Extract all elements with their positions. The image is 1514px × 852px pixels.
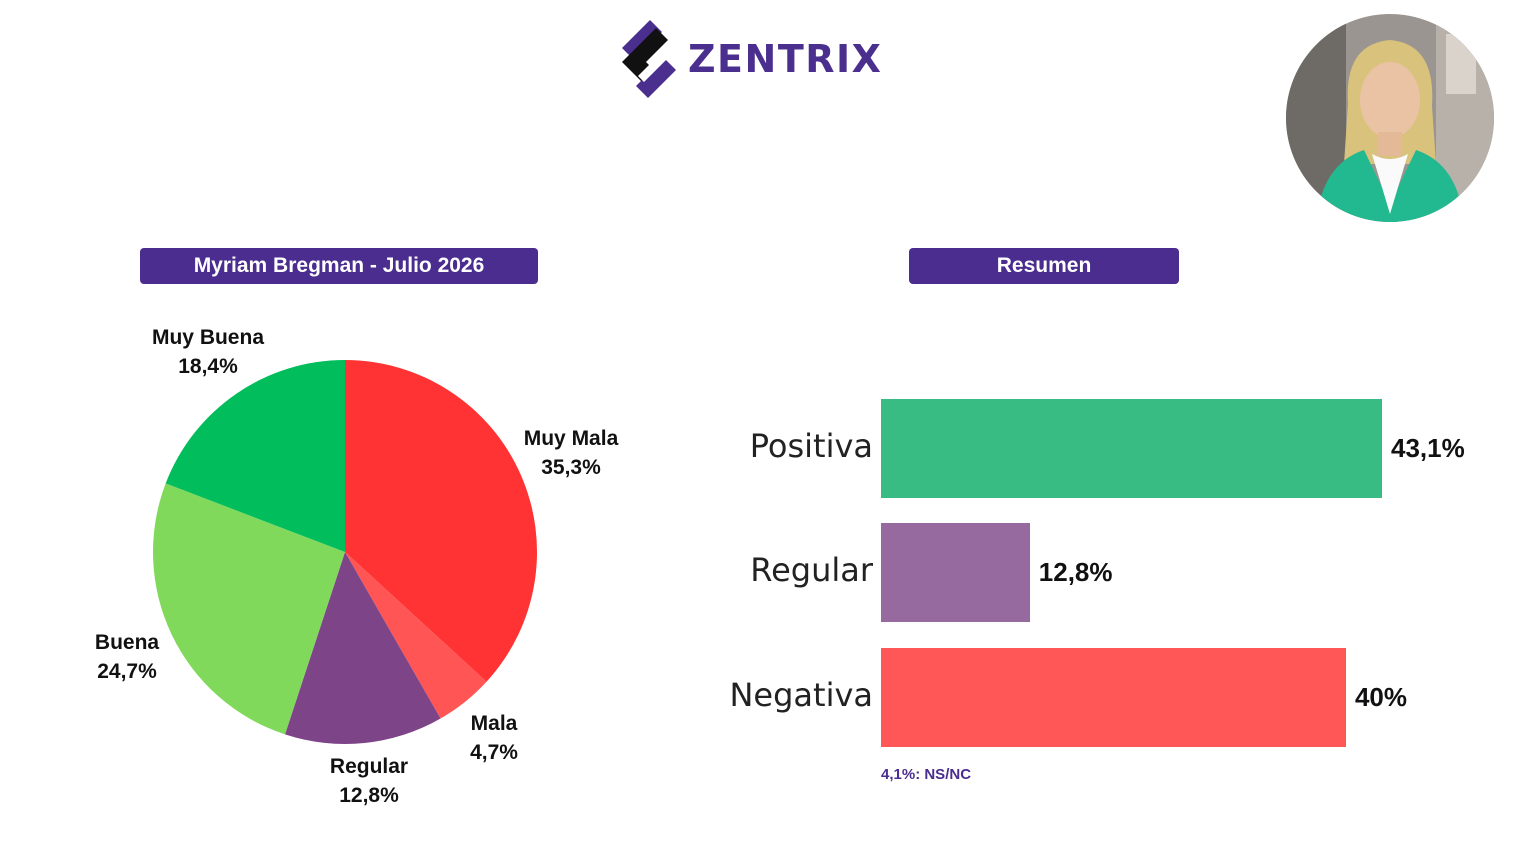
pie-label-name: Mala <box>470 712 518 735</box>
nsnc-note: 4,1%: NS/NC <box>881 766 972 783</box>
pie-slice-buena <box>153 483 345 735</box>
pie-label-value: 4,7% <box>470 741 518 764</box>
pie-label-name: Buena <box>94 631 160 654</box>
pie-label-value: 18,4% <box>178 355 238 378</box>
pie-slice-regular <box>285 552 441 745</box>
bar-positiva <box>881 399 1382 498</box>
pie-label-value: 24,7% <box>97 660 157 683</box>
pie-label-name: Regular <box>329 755 409 778</box>
pie-label-value: 12,8% <box>339 784 399 807</box>
pie-label-muy-mala: Muy Mala 35,3% <box>491 424 651 482</box>
pie-label-buena: Buena 24,7% <box>47 628 207 686</box>
bar-value-regular: 12,8% <box>1038 556 1113 587</box>
brand-logo: ZENTRIX <box>618 18 882 100</box>
bar-regular <box>881 523 1030 622</box>
zentrix-logo-icon <box>622 20 676 98</box>
pie-slice-muy-buena <box>165 360 345 552</box>
bar-title: Resumen <box>909 248 1179 284</box>
pie-label-regular: Regular 12,8% <box>289 752 449 810</box>
pie-label-name: Muy Buena <box>151 326 264 349</box>
pie-label-mala: Mala 4,7% <box>414 709 574 767</box>
bar-category-positiva: Positiva <box>749 426 873 465</box>
person-photo <box>1286 14 1494 222</box>
bar-value-negativa: 40% <box>1354 681 1407 712</box>
pie-label-value: 35,3% <box>541 456 601 479</box>
bar-category-regular: Regular <box>750 550 873 589</box>
pie-title: Myriam Bregman - Julio 2026 <box>140 248 538 284</box>
bar-category-negativa: Negativa <box>729 675 873 714</box>
pie-label-name: Muy Mala <box>523 427 619 450</box>
pie-slice-mala <box>345 552 487 719</box>
pie-label-muy-buena: Muy Buena 18,4% <box>128 323 288 381</box>
bar-negativa <box>881 648 1346 747</box>
bar-value-positiva: 43,1% <box>1391 432 1465 463</box>
brand-name: ZENTRIX <box>688 37 883 81</box>
pie-chart <box>153 360 538 745</box>
pie-slice-muy-mala <box>345 360 538 682</box>
